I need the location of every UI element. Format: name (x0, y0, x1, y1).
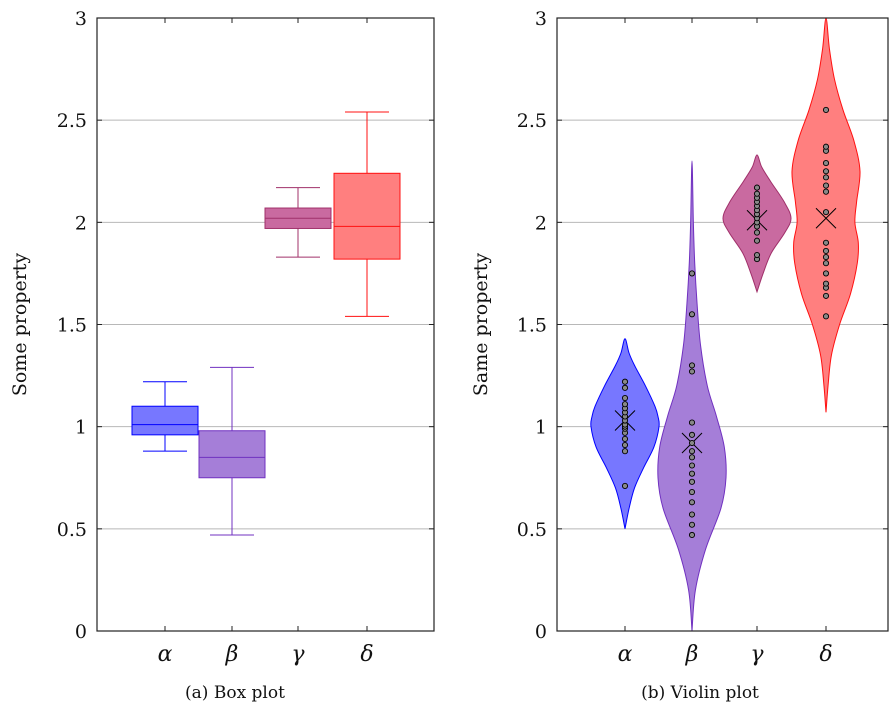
violin-1 (590, 338, 660, 529)
violin-plot-panel: 0 0.5 1 1.5 2 2.5 3 α β γ δ Same property (b) Violin… (470, 8, 889, 703)
data-point (822, 270, 830, 277)
y-axis-label: Same property (470, 253, 492, 396)
data-point (822, 174, 830, 181)
violin-2 (657, 160, 727, 632)
data-point (822, 254, 830, 261)
y-tick-label: 2 (535, 212, 547, 234)
box-body (198, 430, 266, 479)
data-point (621, 448, 629, 455)
violin-body (791, 17, 861, 413)
y-tick-label: 1.5 (517, 315, 547, 337)
y-tick-label: 0 (535, 621, 547, 643)
data-point (753, 184, 761, 191)
box-1 (131, 381, 199, 452)
data-point (688, 439, 696, 447)
box-4 (333, 111, 401, 317)
data-point (688, 362, 696, 369)
category-label: β (225, 642, 239, 667)
violin-4 (791, 17, 861, 413)
category-label: α (158, 642, 173, 667)
category-label: γ (750, 642, 764, 667)
data-point (822, 209, 830, 216)
category-label: α (618, 642, 633, 667)
box-body (333, 172, 401, 260)
data-point (822, 239, 830, 246)
data-point (688, 511, 696, 518)
category-label: δ (819, 642, 832, 667)
data-point (688, 521, 696, 528)
data-point (688, 499, 696, 506)
caption: (a) Box plot (185, 683, 285, 703)
category-label: β (685, 642, 699, 667)
data-point (822, 247, 830, 254)
data-point (688, 531, 696, 539)
data-point (688, 470, 696, 477)
violin-3 (722, 154, 792, 294)
caption: (b) Violin plot (641, 683, 759, 703)
y-tick-label: 1 (75, 417, 87, 439)
data-point (822, 143, 830, 150)
data-point (688, 454, 696, 461)
category-label: δ (360, 642, 373, 667)
violin-body (657, 160, 727, 632)
y-axis-label: Some property (9, 253, 31, 397)
y-tick-label: 3 (75, 8, 87, 30)
plot-frame (96, 17, 435, 632)
y-tick-label: 3 (535, 8, 547, 30)
box-3 (264, 187, 332, 258)
y-tick-label: 2 (75, 212, 87, 234)
y-tick-label: 0.5 (517, 519, 547, 541)
data-point (621, 395, 629, 402)
data-point (621, 442, 629, 449)
data-point (822, 160, 830, 167)
box-body (131, 405, 199, 436)
data-point (688, 489, 696, 496)
data-point (688, 431, 696, 438)
y-tick-label: 0 (75, 621, 87, 643)
y-tick-label: 1.5 (57, 315, 87, 337)
plot-frame (556, 17, 889, 632)
y-tick-label: 1 (535, 417, 547, 439)
data-point (822, 313, 830, 320)
data-point (688, 448, 696, 455)
data-point (822, 280, 830, 287)
data-point (621, 435, 629, 442)
data-point (688, 368, 696, 375)
data-point (822, 168, 830, 175)
data-point (822, 182, 830, 189)
data-point (753, 251, 761, 259)
data-point (822, 260, 830, 267)
data-point (688, 478, 696, 485)
data-point (753, 237, 761, 244)
y-tick-label: 0.5 (57, 519, 87, 541)
box-2 (198, 366, 266, 536)
data-point (688, 462, 696, 469)
data-point (822, 188, 830, 195)
data-point (688, 270, 696, 277)
data-point (822, 106, 830, 113)
data-point (621, 384, 629, 391)
y-tick-label: 2.5 (517, 110, 547, 132)
data-point (621, 401, 629, 408)
box-plot-panel: 0 0.5 1 1.5 2 2.5 3 α β γ δ Some property (a) Box pl… (9, 8, 435, 703)
data-point (688, 311, 696, 318)
mean-marker (815, 207, 837, 229)
data-point (753, 229, 761, 236)
data-point (621, 482, 629, 489)
data-point (822, 292, 830, 299)
category-label: γ (291, 642, 305, 667)
y-tick-label: 2.5 (57, 110, 87, 132)
data-point (688, 419, 696, 426)
data-point (621, 378, 629, 385)
data-point (753, 190, 761, 197)
